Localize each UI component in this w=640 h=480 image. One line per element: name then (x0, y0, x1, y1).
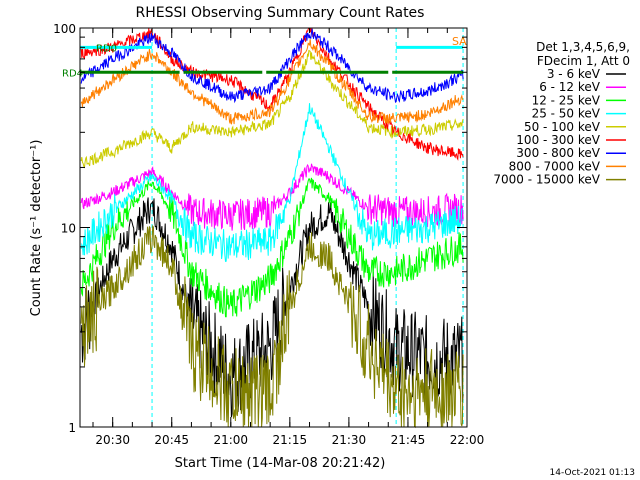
legend-label-0: 3 - 6 keV (547, 67, 601, 81)
axis-ticks: 1 10 100 20:30 20:45 21:00 21:15 21:30 21:45 22:0… (53, 22, 484, 447)
y-axis-label: Count Rate (s⁻¹ detector⁻¹) (29, 140, 44, 317)
x-tick-label-4: 21:30 (332, 433, 367, 447)
x-axis-label: Start Time (14-Mar-08 20:21:42) (175, 456, 386, 471)
x-tick-label-2: 21:00 (213, 433, 248, 447)
series-line-8 (80, 224, 464, 429)
x-tick-label-6: 22:00 (450, 433, 485, 447)
legend-header-line-1: Det 1,3,4,5,6,9, (536, 40, 630, 54)
legend-label-5: 100 - 300 keV (516, 133, 600, 147)
series-line-3 (80, 103, 464, 263)
chart-title: RHESSI Observing Summary Count Rates (136, 5, 425, 21)
marker-rd0: RD0 (96, 43, 117, 54)
footer-date: 14-Oct-2021 01:13 (550, 468, 635, 478)
legend-label-1: 6 - 12 keV (539, 80, 601, 94)
legend-label-7: 800 - 7000 keV (509, 159, 601, 173)
marker-sa: SA (452, 35, 467, 48)
legend-label-8: 7000 - 15000 keV (493, 173, 600, 187)
y-tick-label-2: 100 (53, 22, 76, 36)
y-tick-label-1: 10 (61, 222, 76, 236)
x-tick-label-3: 21:15 (273, 433, 308, 447)
series-line-2 (80, 177, 464, 318)
legend-label-6: 300 - 800 keV (516, 146, 600, 160)
x-tick-label-0: 20:30 (95, 433, 130, 447)
series-line-1 (80, 163, 464, 231)
y-tick-label-0: 1 (68, 421, 76, 435)
legend-label-2: 12 - 25 keV (532, 93, 601, 107)
legend-label-3: 25 - 50 keV (532, 107, 601, 121)
x-tick-label-5: 21:45 (391, 433, 426, 447)
series-line-6 (80, 28, 464, 104)
series-line-0 (80, 197, 464, 418)
x-tick-label-1: 20:45 (154, 433, 189, 447)
marker-rd4: RD4 (62, 68, 83, 79)
legend-label-4: 50 - 100 keV (524, 120, 601, 134)
series-line-7 (80, 39, 464, 125)
plot-area: RD4 RD0 SA (62, 27, 467, 429)
legend-header-line-2: FDecim 1, Att 0 (537, 54, 630, 68)
